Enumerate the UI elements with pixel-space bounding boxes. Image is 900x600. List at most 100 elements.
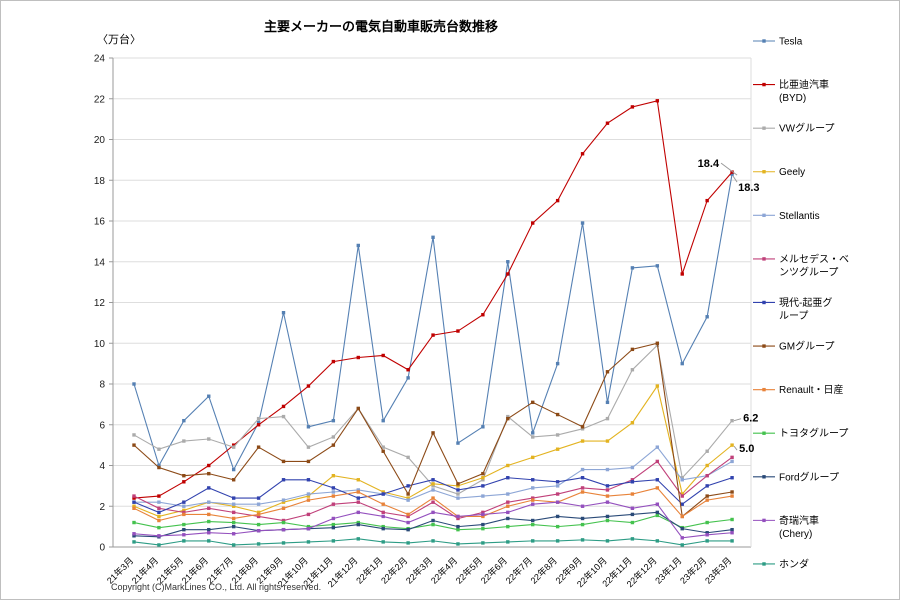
data-point-mercedes [256, 514, 261, 519]
data-point-ford [231, 524, 236, 529]
data-point-renault-nissan [207, 512, 211, 517]
data-point-byd [132, 496, 136, 500]
data-point-tesla [356, 243, 360, 248]
x-axis-tick-label: 22年6月 [478, 555, 509, 586]
data-point-chery [207, 531, 211, 535]
data-point-byd [256, 423, 261, 427]
legend-marker-geely [762, 170, 766, 174]
data-point-mercedes [605, 488, 610, 492]
data-point-hyundai-kia [630, 480, 635, 484]
legend-item-toyota: トヨタグループ [753, 427, 848, 440]
data-point-stellantis [580, 467, 585, 472]
data-point-toyota [256, 522, 261, 527]
data-point-mercedes [331, 502, 336, 506]
data-point-hyundai-kia [705, 484, 709, 488]
data-point-chery [381, 514, 385, 519]
data-point-mercedes [132, 494, 136, 498]
data-point-vw [182, 439, 186, 443]
data-point-renault-nissan [655, 486, 660, 490]
data-point-vw [381, 445, 385, 449]
data-point-mercedes [580, 486, 585, 490]
data-point-vw [730, 418, 734, 423]
data-point-hyundai-kia [306, 478, 311, 482]
data-point-gm [381, 449, 385, 453]
legend-label-vw: VWグループ [779, 122, 835, 135]
series-line-byd [133, 100, 733, 499]
legend-marker-toyota [762, 431, 766, 435]
data-point-toyota [705, 520, 709, 525]
data-point-tesla [306, 425, 311, 429]
data-point-toyota [555, 524, 560, 529]
legend-marker-chery [762, 518, 766, 523]
legend-label-tesla: Tesla [779, 37, 803, 48]
data-point-geely [132, 504, 136, 508]
data-point-honda [680, 543, 684, 547]
data-point-mercedes [531, 496, 535, 500]
data-point-renault-nissan [730, 494, 734, 498]
data-point-ford [605, 514, 610, 519]
data-point-vw [281, 414, 286, 419]
data-point-toyota [306, 524, 311, 529]
data-point-hyundai-kia [231, 496, 236, 500]
data-point-stellantis [157, 500, 161, 504]
data-point-gm [531, 400, 535, 405]
data-point-toyota [132, 520, 136, 525]
data-point-tesla [381, 418, 385, 423]
data-point-geely [381, 490, 385, 494]
data-point-geely [481, 476, 485, 480]
data-point-byd [680, 272, 684, 276]
data-point-honda [630, 537, 635, 541]
data-point-gm [406, 492, 410, 496]
data-point-mercedes [506, 500, 510, 504]
data-point-chery [306, 526, 311, 531]
data-point-byd [356, 355, 360, 360]
data-point-geely [655, 384, 660, 388]
data-point-ford [680, 526, 684, 531]
data-point-ford [406, 527, 410, 532]
y-axis-tick-label: 20 [94, 135, 106, 146]
data-point-toyota [356, 520, 360, 525]
data-point-stellantis [680, 478, 684, 482]
data-point-tesla [207, 394, 211, 398]
y-axis-tick-label: 24 [94, 54, 106, 65]
data-point-mercedes [630, 478, 635, 482]
data-point-stellantis [481, 494, 485, 498]
data-point-stellantis [207, 500, 211, 504]
data-point-ford [481, 522, 485, 527]
data-point-geely [456, 484, 460, 488]
legend-label-honda: ホンダ [779, 557, 809, 570]
y-axis-tick-label: 8 [99, 380, 105, 391]
data-point-gm [481, 471, 485, 476]
data-point-chery [231, 532, 236, 536]
y-axis-tick-label: 18 [94, 176, 106, 187]
legend-marker-byd [762, 82, 766, 87]
data-point-stellantis [555, 484, 560, 488]
data-point-vw [132, 433, 136, 437]
x-axis-tick-label: 22年1月 [353, 555, 384, 586]
data-point-vw [705, 449, 709, 453]
data-point-honda [580, 538, 585, 542]
legend-marker-honda [762, 562, 766, 566]
data-point-renault-nissan [132, 506, 136, 510]
data-point-renault-nissan [580, 490, 585, 494]
data-point-hyundai-kia [431, 478, 435, 482]
x-axis-tick-label: 22年2月 [378, 555, 409, 586]
data-point-honda [331, 539, 336, 543]
data-point-vw [431, 484, 435, 488]
data-point-renault-nissan [406, 512, 410, 517]
data-point-ford [331, 525, 336, 530]
data-point-gm [356, 406, 360, 411]
data-point-mercedes [157, 506, 161, 510]
data-point-geely [605, 439, 610, 443]
data-point-mercedes [481, 510, 485, 515]
series-byd [132, 99, 734, 500]
data-point-vw [406, 455, 410, 460]
x-axis-tick-label: 23年2月 [677, 555, 708, 586]
data-point-geely [356, 478, 360, 482]
data-point-stellantis [456, 496, 460, 500]
data-point-toyota [730, 517, 734, 522]
data-point-ford [356, 522, 360, 527]
legend-label-byd: 比亜迪汽車 [779, 78, 829, 91]
